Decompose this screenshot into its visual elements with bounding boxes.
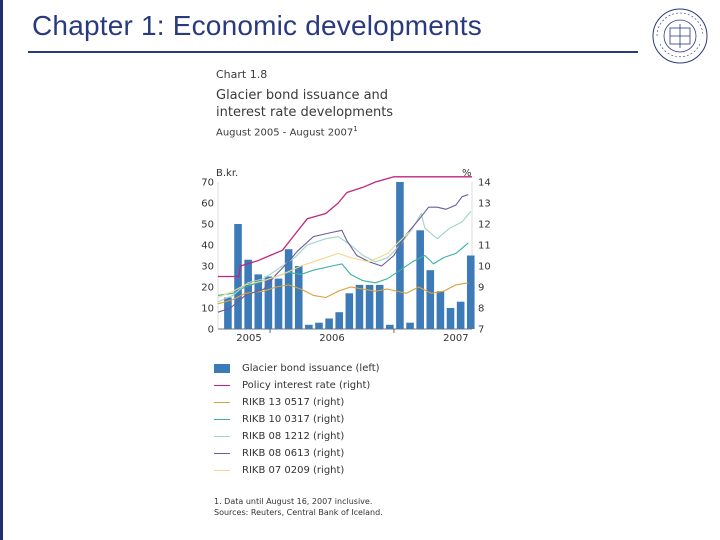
chart-subtitle: August 2005 - August 20071 [216, 125, 393, 138]
bar [436, 291, 445, 329]
bar [446, 308, 455, 329]
chart-header: Chart 1.8 Glacier bond issuance and inte… [216, 68, 393, 138]
right-tick-label: 7 [478, 325, 484, 336]
legend-label-policy: Policy interest rate (right) [242, 380, 371, 391]
bar [264, 276, 273, 329]
legend-label-rikb-13: RIKB 13 0517 (right) [242, 397, 345, 408]
x-tick-label: 2006 [319, 333, 344, 344]
bar-series [224, 182, 475, 329]
right-tick-label: 10 [478, 262, 491, 273]
bar [426, 270, 435, 329]
bar [325, 318, 333, 329]
line-series [217, 176, 472, 313]
legend-item-rikb-08-06: RIKB 08 0613 (right) [214, 445, 380, 462]
chart-plot: B.kr. % 0 10 20 30 40 50 60 70 7 8 9 10 11 12 13 14 2005… [201, 168, 490, 345]
chart-legend: Glacier bond issuance (left) Policy inte… [214, 360, 380, 479]
legend-label-rikb-08-12: RIKB 08 1212 (right) [242, 431, 345, 442]
legend-item-bars: Glacier bond issuance (left) [214, 360, 380, 377]
chart-source: Sources: Reuters, Central Bank of Icelan… [214, 508, 383, 517]
x-tick-label: 2005 [236, 333, 261, 344]
bar [456, 301, 465, 329]
legend-label-rikb-10: RIKB 10 0317 (right) [242, 414, 345, 425]
bar [335, 312, 344, 329]
right-tick-label: 9 [478, 283, 484, 294]
line-rikb-07 [217, 232, 410, 299]
right-tick-label: 13 [478, 199, 491, 210]
slide-title: Chapter 1: Economic developments [32, 10, 482, 41]
left-axis-label: B.kr. [216, 168, 238, 179]
chart-title-line-2: interest rate developments [216, 105, 394, 120]
right-tick-label: 11 [478, 241, 491, 252]
left-tick-label: 10 [201, 304, 214, 315]
legend-swatch-bars [214, 364, 230, 373]
x-tick-label: 2007 [443, 333, 468, 344]
chart-subtitle-note: 1 [353, 125, 358, 133]
legend-item-rikb-07: RIKB 07 0209 (right) [214, 462, 380, 479]
bar [305, 324, 313, 329]
bar [386, 324, 394, 329]
left-tick-label: 30 [201, 262, 214, 273]
legend-swatch-rikb-10 [214, 418, 230, 421]
legend-label-rikb-08-06: RIKB 08 0613 (right) [242, 448, 345, 459]
right-tick-label: 12 [478, 220, 491, 231]
bar [375, 284, 384, 329]
bar [396, 182, 404, 329]
chart-footnote: 1. Data until August 16, 2007 inclusive. [214, 497, 373, 506]
left-tick-label: 50 [201, 220, 214, 231]
legend-label-rikb-07: RIKB 07 0209 (right) [242, 465, 345, 476]
legend-swatch-rikb-08-12 [214, 435, 230, 438]
bar [254, 274, 263, 329]
bar [466, 255, 475, 329]
chart-notes: 1. Data until August 16, 2007 inclusive.… [214, 496, 383, 518]
bar [416, 230, 424, 329]
left-tick-label: 60 [201, 199, 214, 210]
left-tick-label: 20 [201, 283, 214, 294]
legend-item-rikb-08-12: RIKB 08 1212 (right) [214, 428, 380, 445]
bar [284, 249, 293, 329]
title-underline [28, 51, 638, 53]
right-axis-label: % [462, 168, 472, 179]
axis-ticks: 0 10 20 30 40 50 60 70 7 8 9 10 11 12 13 14 2005 2006 2007 [201, 178, 490, 345]
legend-swatch-rikb-07 [214, 469, 230, 472]
bar [294, 266, 303, 329]
left-tick-label: 0 [208, 325, 214, 336]
left-tick-label: 40 [201, 241, 214, 252]
legend-swatch-rikb-13 [214, 401, 230, 404]
chart-number: Chart 1.8 [216, 68, 268, 81]
bar [274, 278, 283, 329]
bar [315, 322, 323, 329]
slide-left-border [0, 0, 3, 540]
bar [406, 322, 414, 329]
bar [355, 284, 364, 329]
line-rikb-13 [217, 282, 469, 305]
line-rikb-08-06 [217, 194, 469, 313]
right-tick-label: 8 [478, 304, 484, 315]
legend-swatch-rikb-08-06 [214, 452, 230, 455]
chart-subtitle-text: August 2005 - August 2007 [216, 127, 354, 139]
left-tick-label: 70 [201, 178, 214, 189]
bar [224, 297, 232, 329]
line-rikb-08-12 [217, 211, 472, 303]
bar [345, 293, 354, 329]
bar [365, 284, 374, 329]
legend-item-policy: Policy interest rate (right) [214, 377, 380, 394]
legend-item-rikb-13: RIKB 13 0517 (right) [214, 394, 380, 411]
line-policy [218, 176, 472, 278]
legend-label-bars: Glacier bond issuance (left) [242, 363, 380, 374]
legend-swatch-policy [214, 384, 230, 387]
university-seal-logo [652, 8, 708, 64]
right-tick-label: 14 [478, 178, 491, 189]
legend-item-rikb-10: RIKB 10 0317 (right) [214, 411, 380, 428]
chart-title-line-1: Glacier bond issuance and [216, 88, 389, 103]
